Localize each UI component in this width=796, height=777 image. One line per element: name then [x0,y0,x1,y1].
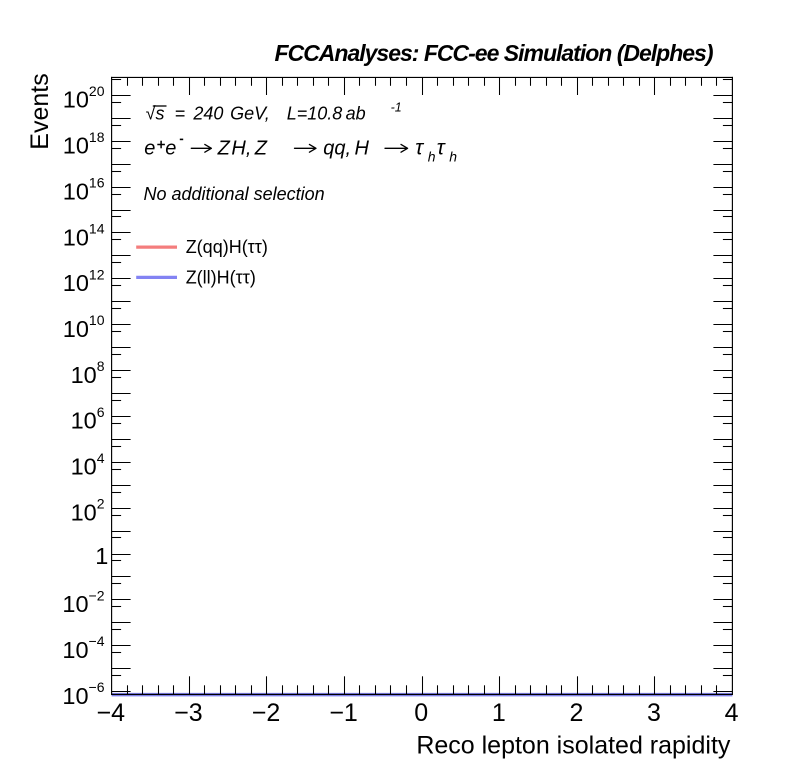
svg-text:1020: 1020 [63,83,105,113]
svg-text:Z: Z [217,137,231,159]
svg-text:Events: Events [26,73,54,149]
svg-text:√s: √s [146,103,165,123]
svg-text:GeV,: GeV, [230,103,270,123]
svg-text:1: 1 [95,543,108,569]
svg-text:τ: τ [415,136,424,159]
svg-text:=: = [175,103,186,123]
svg-text:−1: −1 [329,699,358,727]
svg-text:e: e [144,137,155,159]
svg-text:τ: τ [437,136,446,159]
svg-text:ab: ab [346,103,366,123]
svg-text:1: 1 [492,699,506,727]
svg-text:240: 240 [192,103,223,123]
svg-text:0: 0 [414,699,428,727]
svg-text:2: 2 [569,699,583,727]
svg-text:4: 4 [725,699,739,727]
svg-text:3: 3 [647,699,661,727]
svg-text:−4: −4 [97,699,126,727]
svg-text:Z(ll)H(ττ): Z(ll)H(ττ) [186,268,256,288]
svg-text:Z: Z [254,137,268,159]
svg-text:H,: H, [231,137,251,159]
svg-text:-1: -1 [391,101,402,115]
svg-text:FCCAnalyses: FCC-ee Simulation: FCCAnalyses: FCC-ee Simulation (Delphes) [275,40,713,66]
svg-text:Reco lepton isolated rapidity: Reco lepton isolated rapidity [416,732,731,760]
svg-text:h: h [449,149,457,165]
svg-text:−2: −2 [252,699,281,727]
svg-text:e: e [165,137,176,159]
svg-text:10−4: 10−4 [62,633,104,663]
svg-text:1016: 1016 [63,175,105,205]
svg-text:No additional selection: No additional selection [144,184,325,204]
svg-text:qq,: qq, [323,137,351,159]
svg-text:L=10.8: L=10.8 [287,103,343,123]
svg-text:Z(qq)H(ττ): Z(qq)H(ττ) [186,237,268,257]
svg-text:−3: −3 [174,699,203,727]
svg-text:h: h [428,149,436,165]
svg-text:H: H [355,137,370,159]
